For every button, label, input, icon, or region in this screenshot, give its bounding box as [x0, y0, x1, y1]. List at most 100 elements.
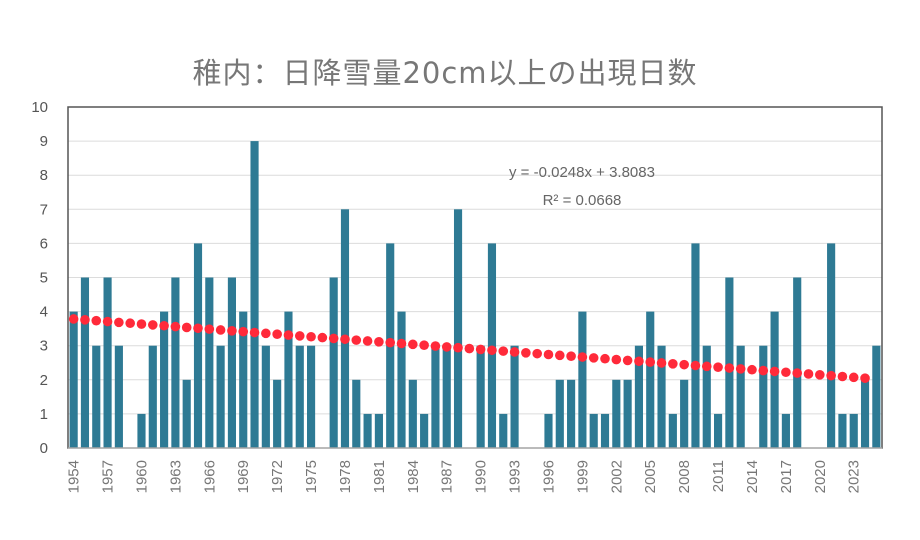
bar: [499, 413, 508, 448]
trendline-dot: [170, 321, 181, 332]
trendline-dot: [159, 320, 169, 331]
trendline-dot: [80, 315, 90, 325]
bar: [691, 243, 700, 448]
bar: [137, 413, 146, 448]
trendline-r2: R² = 0.0668: [543, 192, 622, 209]
trendline-dot: [781, 367, 791, 378]
trendline-dot: [102, 316, 113, 327]
trendline-equation: y = -0.0248x + 3.8083: [509, 164, 655, 181]
y-tick-label: 7: [40, 201, 48, 218]
trendline-dot: [622, 355, 633, 366]
y-tick-label: 10: [31, 99, 48, 116]
trendline-dot: [238, 326, 249, 337]
x-tick-label: 1993: [507, 460, 524, 493]
trendline-dot: [68, 314, 79, 324]
bar: [849, 413, 858, 448]
bar: [306, 345, 316, 448]
bar: [612, 379, 621, 448]
trendline-dot: [328, 333, 339, 344]
bar: [363, 413, 372, 448]
y-tick-label: 5: [40, 270, 48, 287]
x-tick-label: 1969: [235, 460, 252, 493]
x-tick-label: 1999: [574, 460, 591, 493]
bar: [759, 345, 768, 448]
bar: [92, 345, 101, 448]
x-tick-label: 1954: [66, 460, 83, 493]
bar: [555, 379, 564, 448]
bar: [216, 345, 225, 448]
trendline-dot: [227, 326, 237, 336]
x-tick-label: 1975: [303, 460, 320, 493]
trendline-dot: [464, 343, 475, 354]
bar: [872, 345, 881, 448]
x-tick-label: 2011: [710, 460, 727, 492]
trendline-dot: [351, 335, 362, 345]
trendline-dot: [860, 373, 870, 383]
trendline-dot: [724, 363, 735, 373]
trendline-dot: [735, 364, 746, 374]
trendline-dot: [656, 358, 667, 368]
trendline-dot: [554, 350, 565, 361]
trendline-dot: [509, 347, 520, 357]
bar: [193, 243, 203, 448]
bar: [397, 311, 406, 448]
trendline-dot: [769, 366, 780, 377]
bar: [408, 379, 417, 448]
bar: [114, 345, 123, 448]
bar: [171, 277, 180, 448]
bar: [295, 345, 304, 448]
y-tick-label: 1: [40, 406, 48, 423]
trendline-dot: [543, 349, 554, 360]
y-tick-label: 6: [40, 235, 48, 252]
trendline-dot: [147, 320, 158, 330]
trendline-dot: [261, 328, 271, 339]
bar: [284, 311, 293, 448]
bar: [205, 277, 214, 448]
trendline-dot: [747, 364, 757, 375]
bar: [668, 413, 677, 448]
bar: [250, 141, 259, 448]
bar: [578, 311, 587, 448]
bar: [442, 345, 451, 448]
trendline-dot: [249, 327, 260, 338]
bar: [770, 311, 779, 448]
bar: [713, 413, 723, 448]
trendline-dot: [679, 359, 689, 370]
x-tick-label: 2008: [676, 460, 693, 493]
trendline-dot: [453, 342, 463, 353]
bar: [725, 277, 734, 448]
bar: [374, 413, 383, 448]
bar: [273, 379, 282, 448]
trendline-dot: [713, 362, 723, 372]
trendline-dot: [837, 371, 848, 382]
x-tick-label: 2005: [642, 460, 659, 493]
bar: [80, 277, 90, 448]
trendline-dot: [701, 361, 712, 372]
trendline-dot: [114, 317, 124, 328]
trendline-dot: [91, 315, 102, 326]
bar: [827, 243, 836, 448]
bar: [657, 345, 666, 448]
trendline-dot: [521, 348, 531, 358]
bar: [793, 277, 802, 448]
trendline-dot: [181, 322, 192, 333]
x-tick-label: 1990: [473, 460, 490, 493]
trendline-dot: [826, 370, 836, 381]
y-tick-label: 0: [40, 440, 48, 457]
trendline-dot: [848, 372, 859, 383]
bar: [329, 277, 338, 448]
bar: [261, 345, 270, 448]
trendline-dot: [758, 365, 769, 376]
bar: [736, 345, 745, 448]
x-tick-label: 2002: [608, 460, 625, 493]
y-tick-label: 2: [40, 372, 48, 389]
x-tick-label: 2023: [846, 460, 863, 493]
trendline-dot: [306, 331, 316, 342]
trendline-dot: [577, 352, 588, 362]
trendline-dot: [588, 353, 599, 363]
trendline-dot: [532, 348, 542, 359]
trendline-dot: [362, 336, 373, 346]
bar: [227, 277, 237, 448]
trendline-dot: [385, 337, 396, 348]
